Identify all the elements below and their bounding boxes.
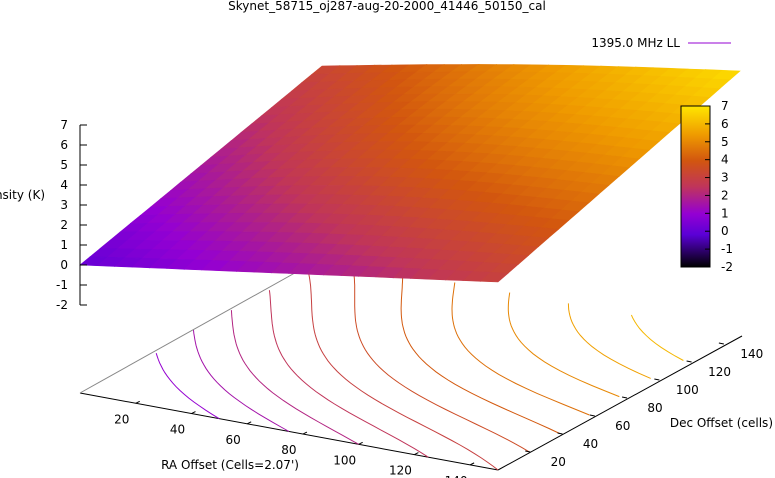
x-tick-label: 120 <box>389 464 412 478</box>
x-tick-label: 140 <box>445 474 468 478</box>
colorbar-tick-label: -2 <box>721 260 733 274</box>
y-tick-mark <box>654 378 660 381</box>
legend: 1395.0 MHz LL <box>591 36 731 50</box>
x-tick-label: 60 <box>226 433 241 447</box>
colorbar-tick-label: 1 <box>721 206 729 220</box>
colorbar-tick-label: 2 <box>721 188 729 202</box>
surface-cell <box>479 271 509 283</box>
y-tick-label: 40 <box>583 437 598 451</box>
z-tick-label: 2 <box>60 218 68 232</box>
y-tick-label: 120 <box>708 365 731 379</box>
colorbar-tick-label: 7 <box>721 99 729 113</box>
contour-line <box>306 267 499 471</box>
x-tick-mark <box>135 400 140 404</box>
x-tick-mark <box>191 411 196 414</box>
z-axis-label: Intensity (K) <box>0 188 45 202</box>
contour-line <box>351 263 530 453</box>
y-tick-mark <box>525 450 531 453</box>
colorbar-tick-label: 4 <box>721 153 729 167</box>
y-tick-mark <box>621 396 628 399</box>
x-tick-label: 40 <box>170 423 185 437</box>
z-tick-label: 6 <box>60 138 68 152</box>
z-axis: 7 6 5 4 3 2 1 0 -1 -2 Intensity (K) <box>0 118 87 312</box>
colorbar-gradient <box>680 105 711 268</box>
x-axis-label: RA Offset (Cells=2.07') <box>161 458 299 472</box>
contour-line <box>193 330 290 432</box>
y-tick-mark <box>557 432 563 435</box>
contour-plot <box>155 263 684 471</box>
contour-line <box>230 310 359 445</box>
colorbar-tick-label: 3 <box>721 171 729 185</box>
y-tick-label: 100 <box>676 383 699 397</box>
back-x-edge <box>79 259 319 394</box>
colorbar: 7 6 5 4 3 2 1 0 -1 -2 <box>680 99 733 274</box>
contour-line <box>630 314 684 361</box>
chart-title: Skynet_58715_oj287-aug-20-2000_41446_501… <box>228 0 546 13</box>
y-tick-mark <box>589 414 595 417</box>
y-tick-label: 20 <box>551 455 566 469</box>
z-tick-label: 5 <box>60 158 68 172</box>
x-tick-label: 80 <box>281 443 296 457</box>
x-tick-mark <box>469 462 475 466</box>
z-tick-label: 1 <box>60 238 68 252</box>
x-tick-mark <box>246 421 252 425</box>
x-tick-label: 100 <box>333 453 356 467</box>
colorbar-tick-label: 5 <box>721 135 729 149</box>
y-tick-label: 140 <box>740 347 763 361</box>
contour-line <box>155 353 220 420</box>
colorbar-tick-label: -1 <box>721 242 733 256</box>
contour-line <box>268 290 429 458</box>
contour-line <box>567 303 651 379</box>
x-tick-label: 20 <box>114 412 129 426</box>
surface-mesh <box>79 64 741 283</box>
contour-line <box>400 272 560 434</box>
y-tick-mark <box>686 360 692 363</box>
y-tick-mark <box>718 342 724 345</box>
base-box <box>79 259 743 471</box>
legend-label: 1395.0 MHz LL <box>591 36 680 50</box>
x-axis-ticks: 20 40 60 80 100 120 140 <box>114 400 475 478</box>
y-tick-label: 80 <box>647 401 662 415</box>
contour-line <box>507 292 620 398</box>
z-tick-label: 7 <box>60 118 68 132</box>
x-tick-mark <box>302 431 308 435</box>
z-tick-label: -1 <box>56 278 68 292</box>
z-tick-label: 3 <box>60 198 68 212</box>
y-axis-label: Dec Offset (cells) <box>670 416 773 430</box>
z-tick-label: 0 <box>60 258 68 272</box>
colorbar-tick-label: 6 <box>721 117 729 131</box>
y-axis-ticks: 20 40 60 80 100 120 140 <box>525 342 763 469</box>
y-axis-line <box>497 335 743 471</box>
y-tick-label: 60 <box>615 419 630 433</box>
colorbar-tick-label: 0 <box>721 224 729 238</box>
z-tick-label: 4 <box>60 178 68 192</box>
contour-line <box>451 282 590 416</box>
x-tick-mark <box>414 452 419 456</box>
z-tick-label: -2 <box>56 298 68 312</box>
x-tick-mark <box>358 441 363 445</box>
